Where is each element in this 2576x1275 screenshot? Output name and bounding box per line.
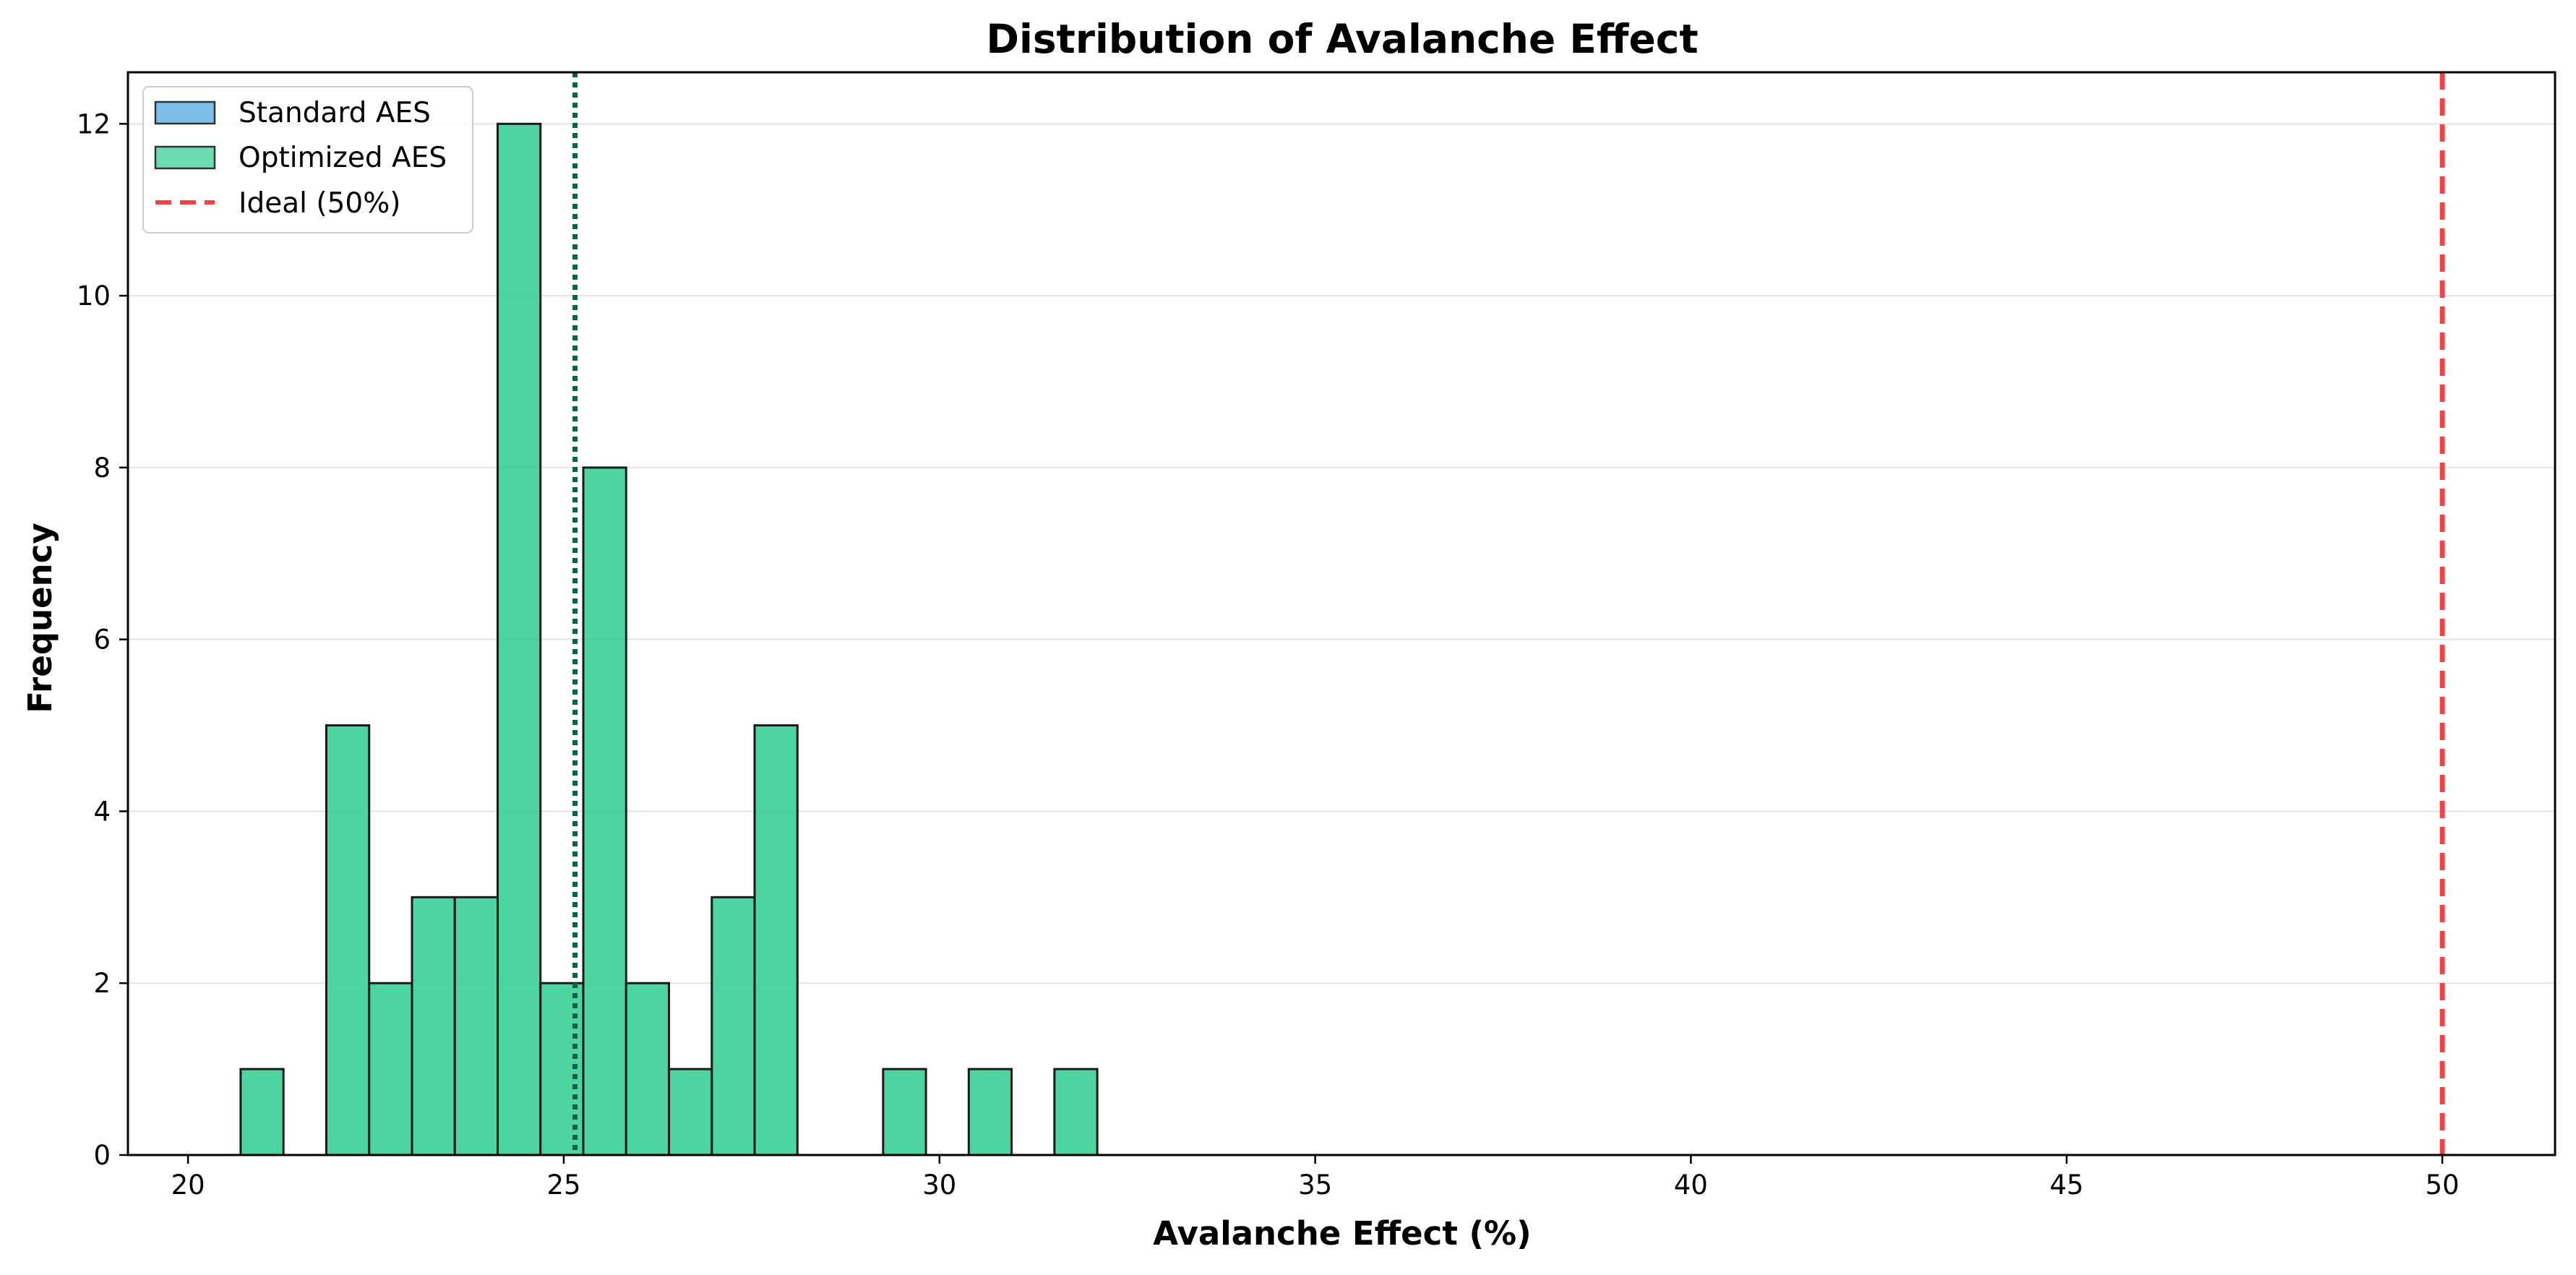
plot-frame — [126, 71, 2556, 1156]
y-tick-label: 0 — [93, 1140, 111, 1171]
bar-optimized-aes — [882, 1068, 927, 1156]
legend-swatch-standard — [154, 100, 216, 125]
x-axis-ticks: 20 25 30 35 40 45 50 — [171, 1155, 2460, 1201]
bar-optimized-aes — [411, 896, 456, 1156]
y-tick-label: 10 — [77, 280, 111, 312]
y-axis-title: Frequency — [21, 523, 59, 713]
x-tick-label: 25 — [546, 1169, 580, 1201]
chart-title: Distribution of Avalanche Effect — [986, 16, 1698, 62]
legend-swatch-optimized — [154, 145, 216, 170]
bar-optimized-aes — [668, 1068, 713, 1156]
bar-optimized-aes — [496, 122, 542, 1156]
bar-optimized-aes — [967, 1068, 1013, 1156]
y-tick-label: 8 — [93, 452, 111, 484]
bar-optimized-aes — [624, 982, 671, 1156]
bar-optimized-aes — [453, 896, 499, 1156]
x-axis-title: Avalanche Effect (%) — [1153, 1214, 1531, 1253]
legend-label-standard: Standard AES — [239, 97, 431, 129]
x-tick-label: 50 — [2426, 1169, 2460, 1201]
y-tick-label: 12 — [77, 108, 111, 139]
y-tick-label: 4 — [93, 796, 111, 827]
x-tick-label: 35 — [1298, 1169, 1332, 1201]
bar-optimized-aes — [325, 724, 371, 1156]
x-tick-label: 40 — [1674, 1169, 1708, 1201]
legend-label-optimized: Optimized AES — [239, 142, 447, 174]
y-axis-ticks: 0 2 4 6 8 10 12 — [77, 108, 128, 1171]
bar-optimized-aes — [753, 724, 799, 1156]
x-tick-label: 20 — [171, 1169, 205, 1201]
x-tick-label: 45 — [2050, 1169, 2084, 1201]
y-tick-label: 6 — [93, 624, 111, 656]
y-tick-label: 2 — [93, 968, 111, 999]
legend: Standard AES Optimized AES Ideal (50%) — [142, 86, 473, 233]
bar-optimized-aes — [710, 896, 756, 1156]
bar-optimized-aes — [1053, 1068, 1099, 1156]
bar-optimized-aes — [582, 466, 627, 1156]
reference-lines — [572, 72, 2445, 1155]
legend-label-ideal: Ideal (50%) — [239, 187, 401, 220]
bar-optimized-aes — [368, 982, 413, 1156]
bar-optimized-aes — [239, 1068, 285, 1156]
x-tick-label: 30 — [922, 1169, 956, 1201]
legend-box — [142, 86, 473, 233]
